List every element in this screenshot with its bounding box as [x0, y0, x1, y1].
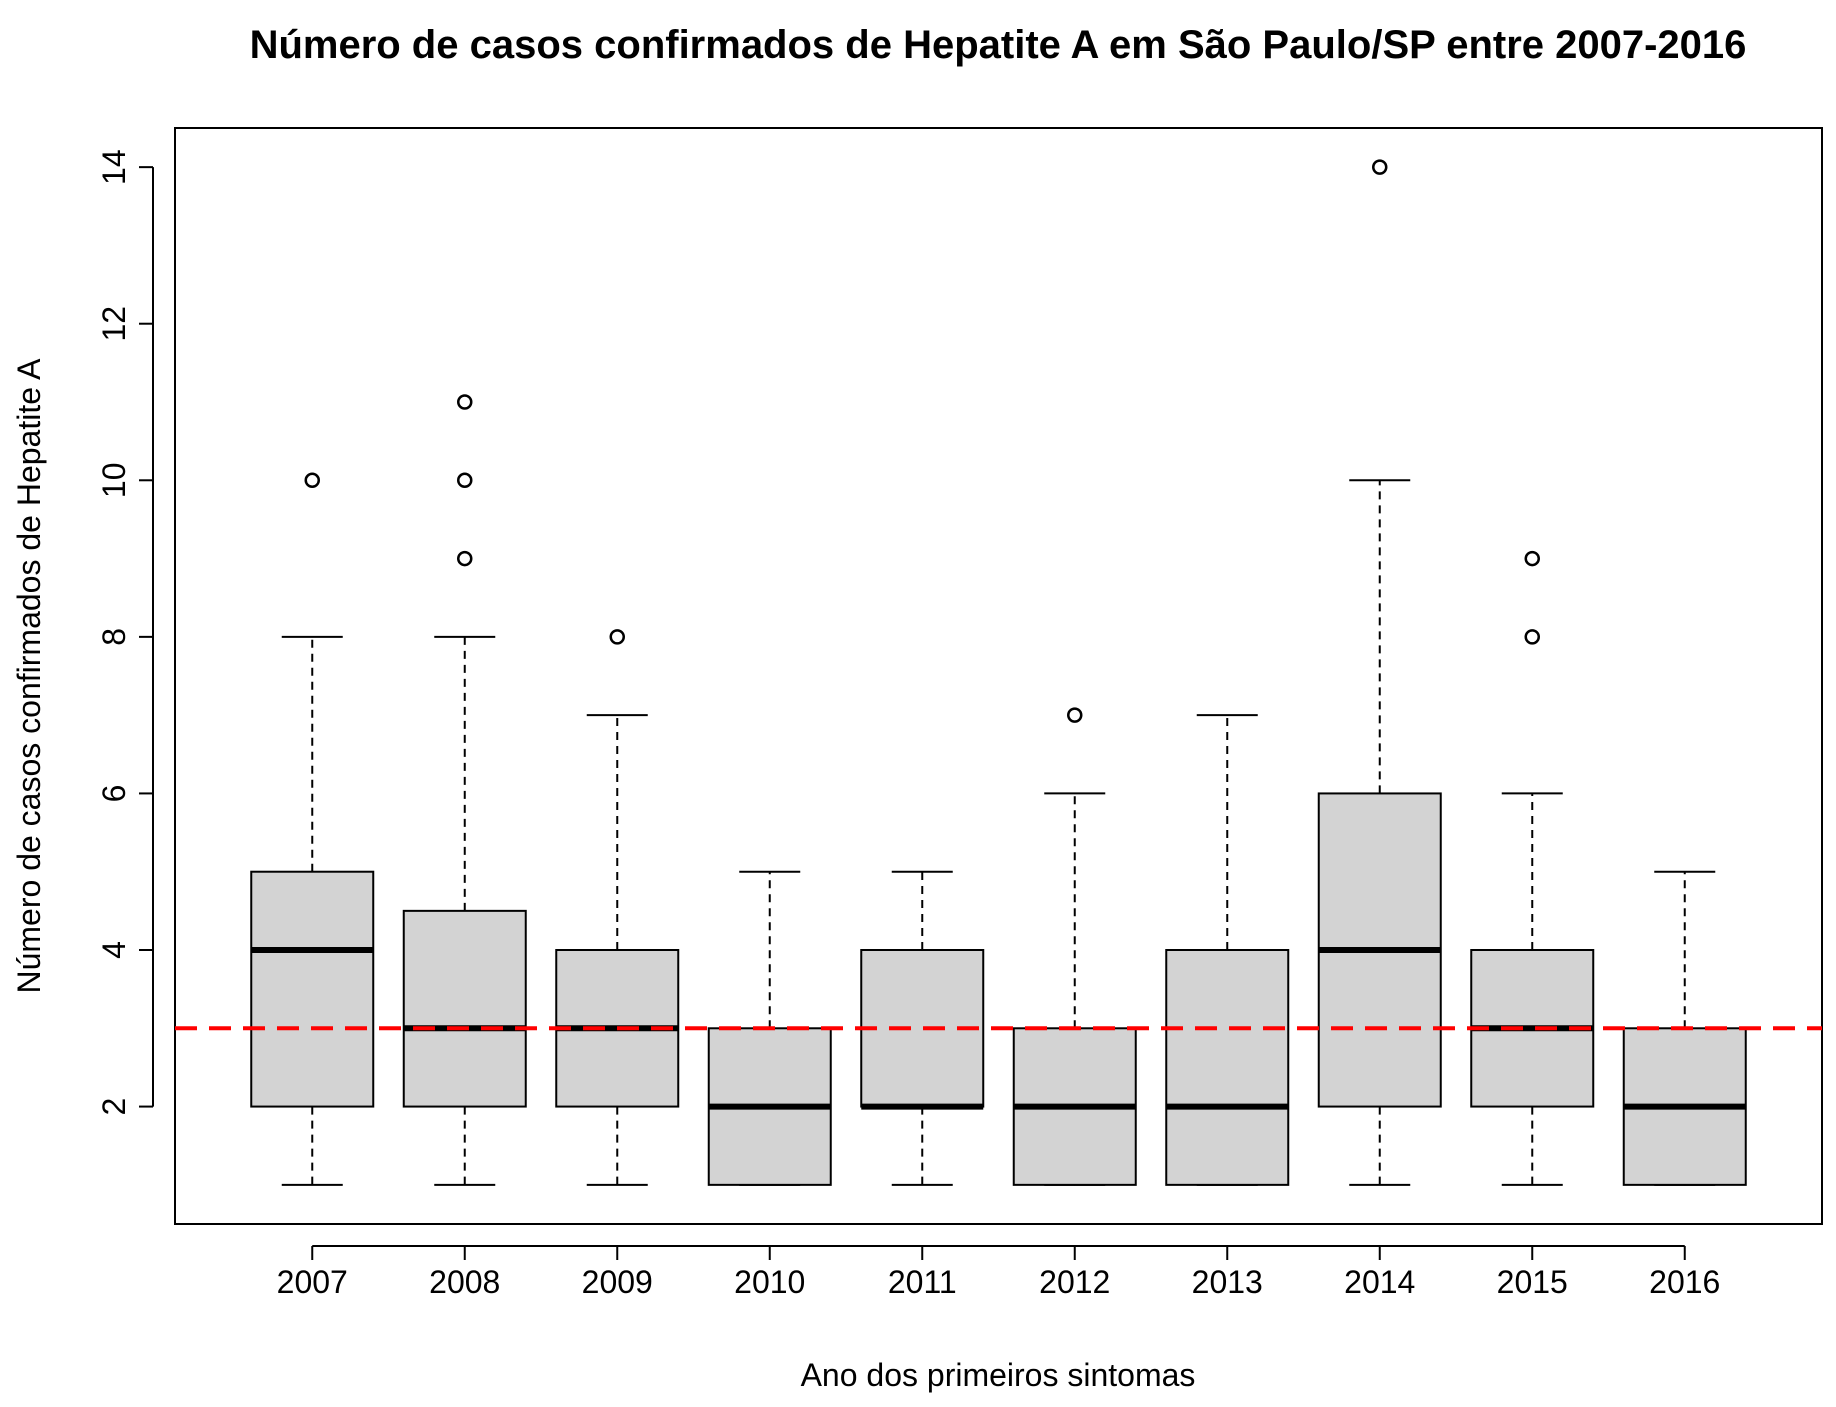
outlier-point — [457, 550, 473, 567]
x-tick-label: 2013 — [1192, 1264, 1263, 1300]
box-2007 — [250, 472, 375, 1186]
y-tick-label: 12 — [96, 306, 132, 342]
x-tick-label: 2015 — [1497, 1264, 1568, 1300]
boxes — [250, 159, 1747, 1186]
box-2014 — [1317, 159, 1442, 1186]
x-tick-label: 2012 — [1039, 1264, 1110, 1300]
chart-title: Número de casos confirmados de Hepatite … — [250, 23, 1747, 67]
box-2009 — [555, 629, 680, 1186]
outlier-point — [1524, 629, 1540, 645]
y-tick-label: 4 — [96, 941, 132, 959]
outlier-point — [1372, 159, 1388, 175]
x-tick-label: 2016 — [1649, 1264, 1720, 1300]
x-tick-label: 2009 — [582, 1264, 653, 1300]
iqr-box — [250, 870, 375, 1108]
y-axis: 2 4 6 8 10 12 14 — [96, 149, 154, 1116]
outlier-point — [609, 629, 625, 645]
outlier-point — [457, 472, 473, 489]
iqr-box — [402, 909, 527, 1108]
x-axis-label: Ano dos primeiros sintomas — [801, 1357, 1196, 1393]
box-2010 — [707, 870, 832, 1186]
box-2008 — [402, 394, 527, 1186]
y-tick-label: 2 — [96, 1098, 132, 1116]
outlier-point — [1524, 550, 1540, 567]
outlier-point — [457, 394, 473, 410]
x-tick-label: 2010 — [734, 1264, 805, 1300]
box-2015 — [1470, 550, 1595, 1186]
y-tick-label: 6 — [96, 785, 132, 803]
plot-frame — [174, 127, 1823, 1225]
iqr-box — [1165, 949, 1290, 1186]
y-tick-label: 8 — [96, 628, 132, 646]
box-2016 — [1622, 870, 1747, 1186]
y-axis-label: Número de casos confirmados de Hepatite … — [11, 358, 47, 994]
x-tick-label: 2008 — [429, 1264, 500, 1300]
y-tick-label: 10 — [96, 462, 132, 498]
outlier-point — [1067, 707, 1083, 723]
x-tick-label: 2007 — [277, 1264, 348, 1300]
box-2013 — [1165, 714, 1290, 1186]
box-2012 — [1012, 707, 1137, 1186]
x-tick-label: 2014 — [1344, 1264, 1415, 1300]
outlier-point — [304, 472, 320, 489]
x-tick-label: 2011 — [888, 1264, 957, 1300]
x-axis: 2007 2008 2009 2010 2011 2012 2013 2014 2015 2016 — [277, 1245, 1720, 1300]
y-tick-label: 14 — [96, 149, 132, 185]
